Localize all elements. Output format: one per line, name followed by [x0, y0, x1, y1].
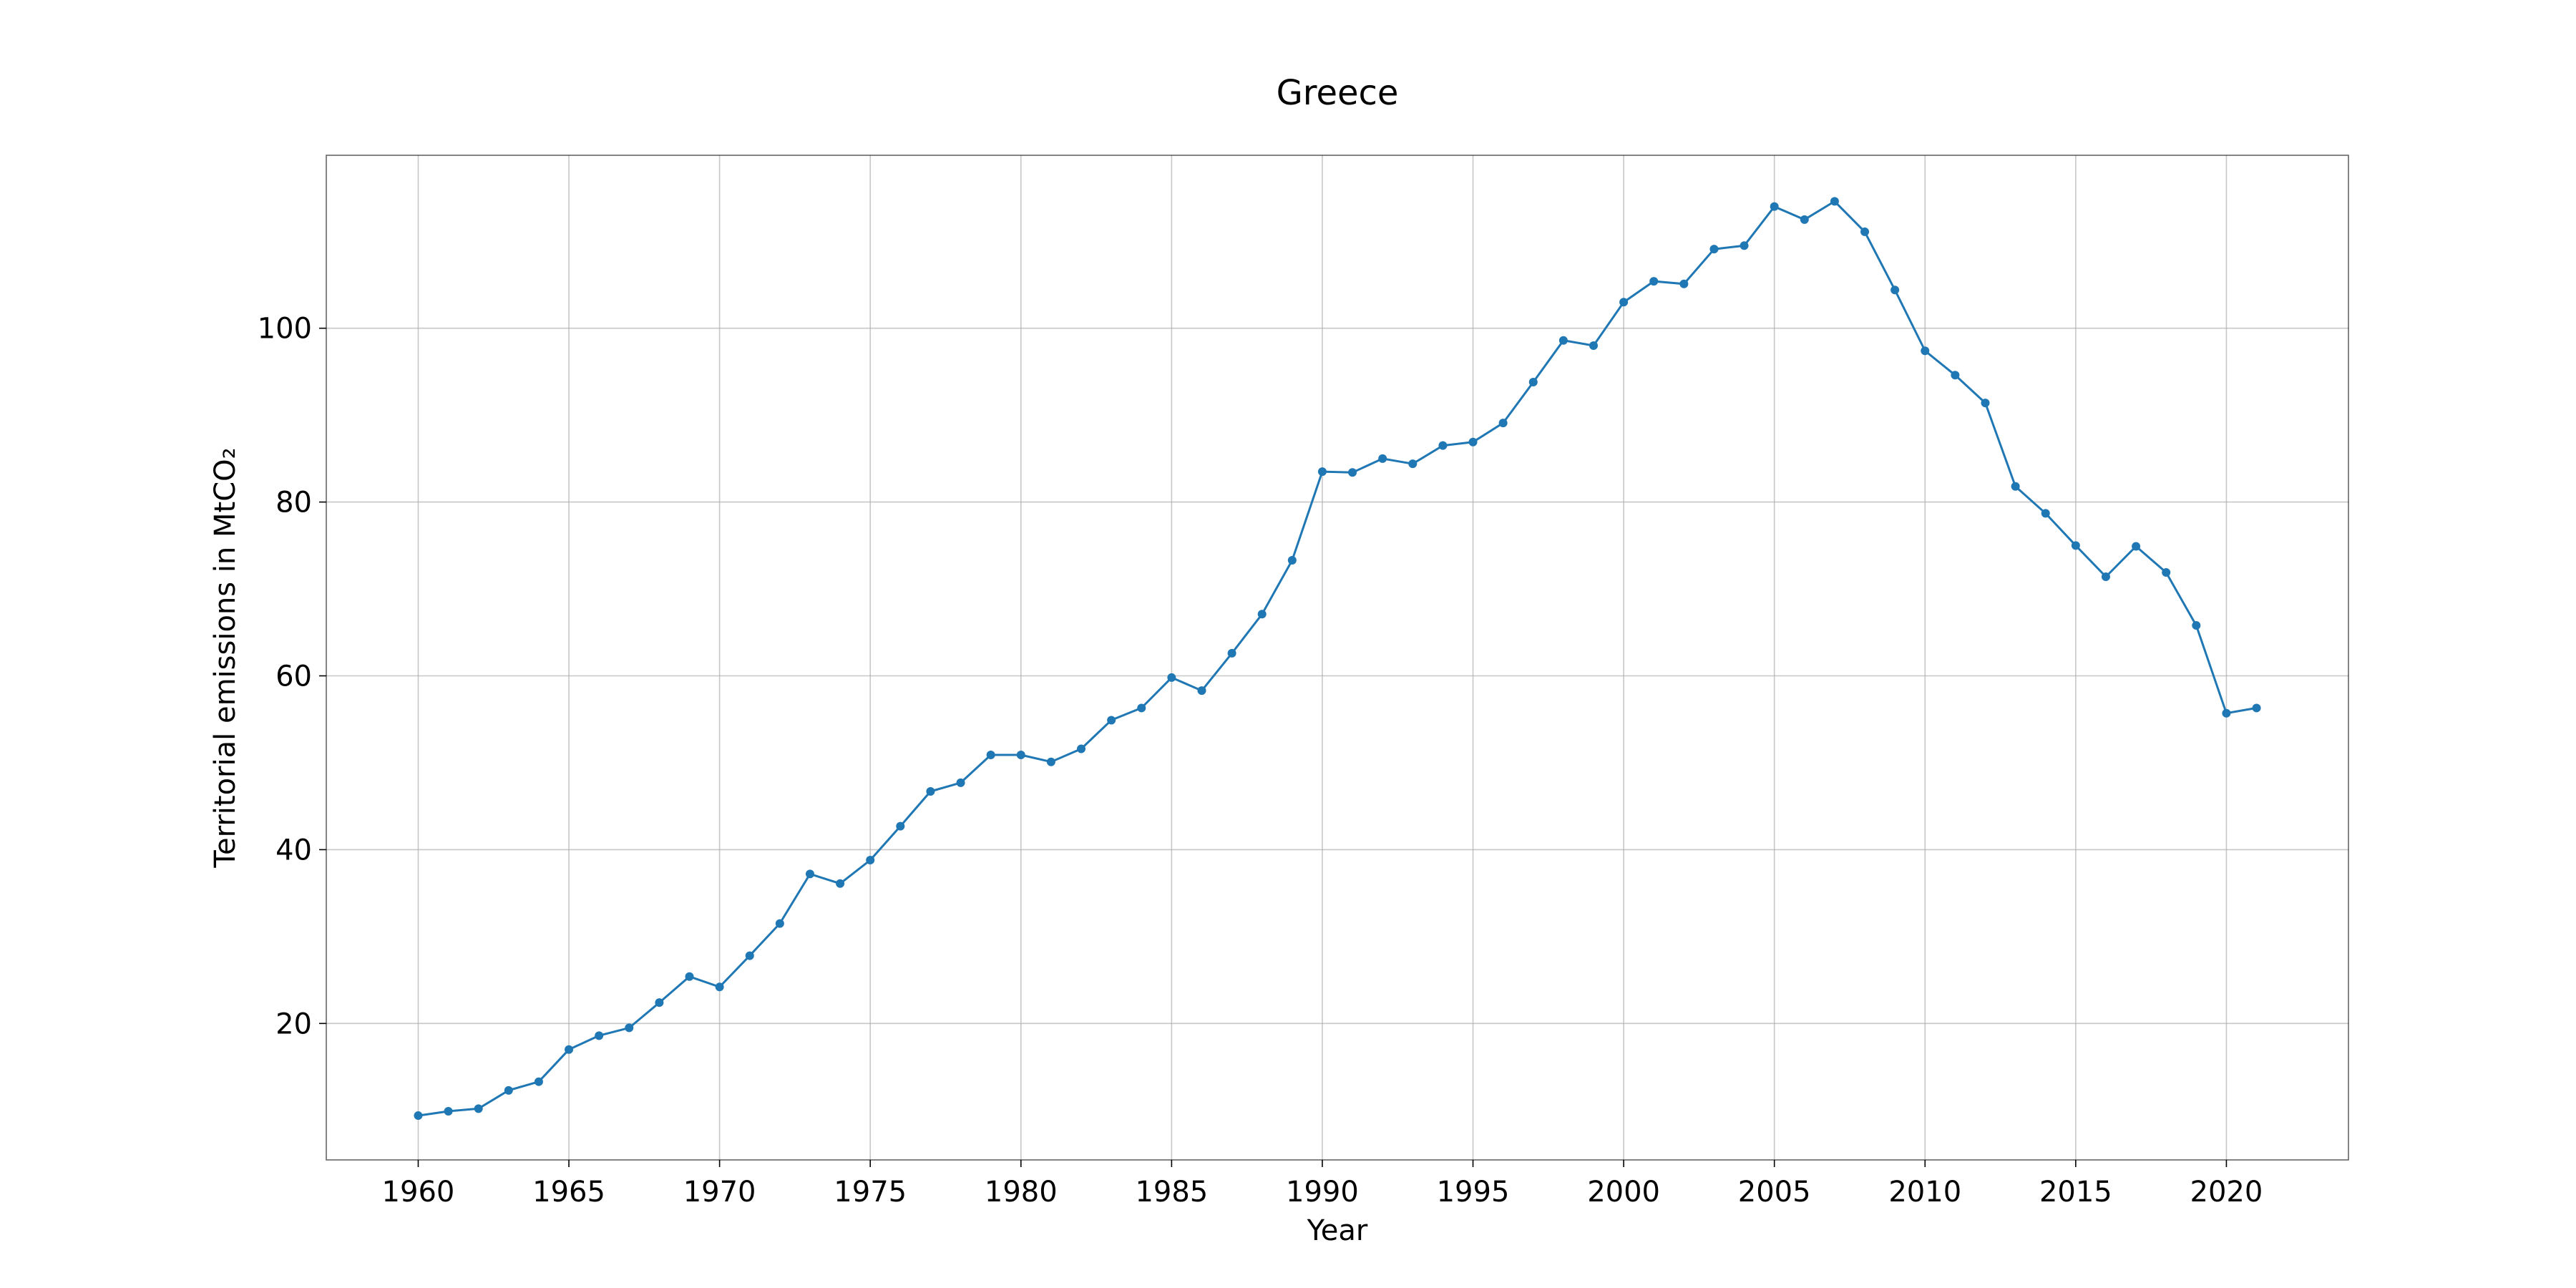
data-point [565, 1045, 574, 1054]
data-point [1649, 277, 1659, 286]
data-point [504, 1085, 513, 1095]
data-point [685, 972, 694, 981]
data-point [1770, 202, 1779, 211]
data-point [444, 1106, 453, 1116]
data-point [1981, 399, 1990, 408]
data-point [1860, 227, 1870, 236]
data-point [1589, 341, 1598, 350]
y-tick-label: 100 [258, 313, 312, 346]
y-tick-label: 80 [275, 487, 312, 519]
data-point [836, 879, 845, 888]
data-point [1951, 371, 1960, 380]
data-point [2132, 542, 2141, 551]
data-point [1227, 648, 1236, 658]
data-point [2041, 509, 2050, 518]
x-tick-label: 2020 [2190, 1176, 2263, 1209]
data-point [1830, 197, 1839, 206]
x-tick-label: 1985 [1135, 1176, 1208, 1209]
data-points [414, 197, 2261, 1121]
data-point [2162, 567, 2171, 577]
data-point [474, 1104, 483, 1113]
data-point [2011, 482, 2020, 491]
data-point [1558, 336, 1568, 345]
axis-ticks: 1960 1965 1970 1975 1980 1985 1990 1995 2000 2005… [258, 313, 2263, 1209]
data-point [595, 1031, 604, 1040]
data-point [1046, 757, 1055, 766]
y-tick-label: 40 [275, 834, 312, 867]
data-point [1740, 241, 1749, 250]
data-point [1348, 468, 1357, 477]
data-point [896, 821, 905, 831]
y-axis-title: Territorial emissions in MtCO₂ [209, 447, 242, 868]
data-point [1016, 751, 1025, 760]
data-point [1107, 716, 1116, 725]
data-point [956, 778, 965, 787]
data-point [926, 787, 935, 796]
data-point [534, 1077, 543, 1086]
x-tick-label: 1975 [834, 1176, 907, 1209]
data-point [1800, 215, 1809, 224]
series-line [418, 200, 2257, 1117]
x-axis-title: Year [1307, 1214, 1368, 1247]
data-point [1619, 298, 1629, 307]
gridlines [326, 155, 2348, 1160]
data-point [715, 982, 724, 992]
data-point [775, 919, 784, 928]
data-point [1528, 377, 1538, 386]
data-point [1921, 346, 1930, 356]
x-tick-label: 2010 [1888, 1176, 1961, 1209]
y-tick-label: 20 [275, 1008, 312, 1040]
data-point [745, 951, 754, 960]
x-tick-label: 2000 [1587, 1176, 1660, 1209]
data-point [2101, 572, 2110, 582]
x-tick-label: 2005 [1738, 1176, 1811, 1209]
x-tick-label: 1995 [1437, 1176, 1510, 1209]
data-point [1890, 286, 1900, 295]
data-point [1378, 454, 1387, 463]
data-point [625, 1023, 634, 1033]
x-tick-label: 1970 [683, 1176, 756, 1209]
data-point [805, 869, 814, 879]
x-tick-label: 1965 [532, 1176, 605, 1209]
x-tick-label: 1990 [1286, 1176, 1359, 1209]
chart-title: Greece [1277, 73, 1399, 113]
data-point [1468, 437, 1478, 447]
plot-frame [326, 155, 2349, 1161]
data-point [1137, 703, 1146, 713]
data-point [2071, 541, 2080, 550]
data-point [986, 751, 995, 760]
data-point [1317, 467, 1327, 477]
data-point [1167, 673, 1176, 682]
data-point [1408, 459, 1418, 469]
data-point [2222, 708, 2231, 718]
x-tick-label: 1980 [985, 1176, 1058, 1209]
data-point [1438, 441, 1448, 450]
data-point [1709, 245, 1719, 254]
data-point [2252, 703, 2261, 713]
data-point [414, 1111, 423, 1121]
data-point [1077, 744, 1086, 753]
data-point [1498, 419, 1508, 428]
data-point [1257, 610, 1267, 619]
x-tick-label: 1960 [382, 1176, 455, 1209]
data-point [1287, 555, 1297, 565]
data-point [1679, 279, 1689, 288]
data-point [1197, 686, 1206, 696]
x-tick-label: 2015 [2039, 1176, 2112, 1209]
data-point [866, 855, 875, 864]
data-point [2192, 621, 2201, 630]
data-point [655, 998, 664, 1008]
y-tick-label: 60 [275, 660, 312, 693]
